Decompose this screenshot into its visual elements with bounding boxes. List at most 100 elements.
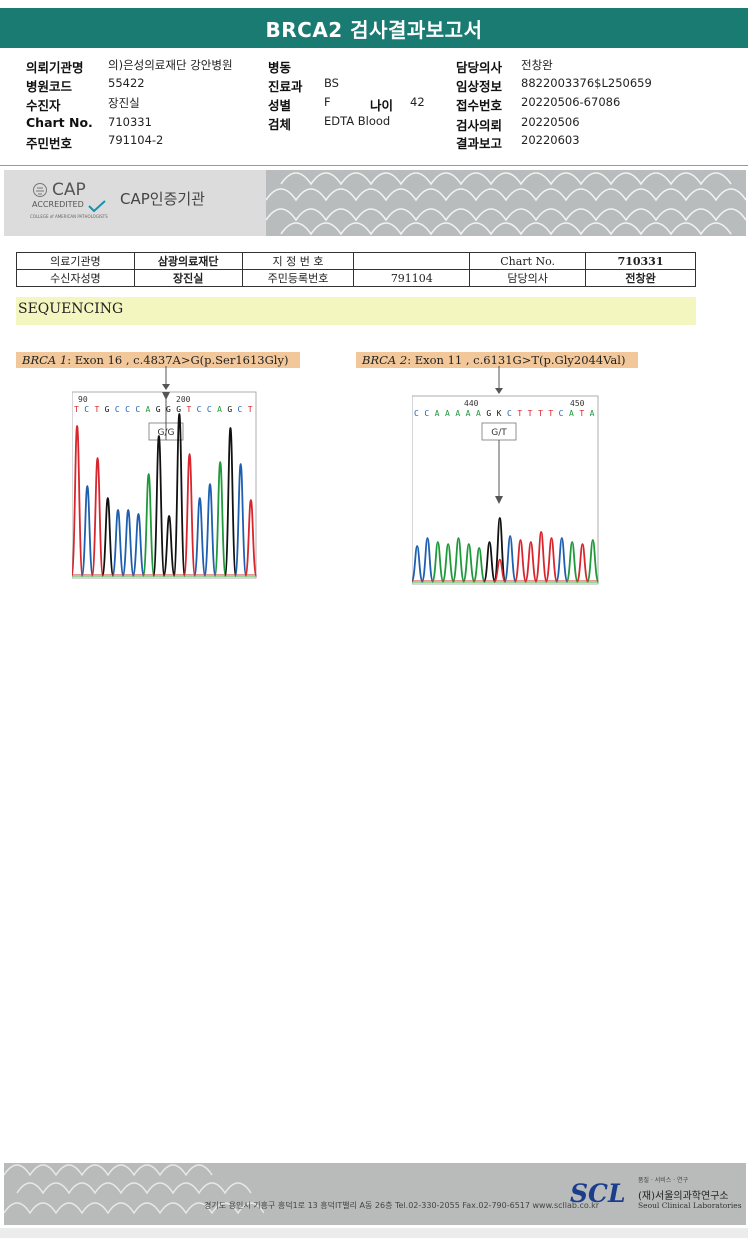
chromatogram-peak bbox=[244, 499, 258, 577]
table-cell: 수신자성명 bbox=[16, 269, 135, 287]
base-call: G bbox=[176, 405, 181, 414]
base-call: A bbox=[466, 409, 471, 418]
chromatogram-peak bbox=[131, 513, 145, 577]
table-cell bbox=[353, 252, 471, 270]
arrow-head-icon bbox=[495, 496, 503, 504]
sex-label: 성별 bbox=[268, 98, 292, 113]
age-label: 나이 bbox=[370, 98, 394, 113]
base-call: G bbox=[166, 405, 171, 414]
base-call: G bbox=[156, 405, 161, 414]
check-icon bbox=[88, 200, 106, 212]
cap-logo: CAP ACCREDITED COLLEGE of AMERICAN PATHO… bbox=[30, 178, 120, 226]
specimen-label: 검체 bbox=[268, 117, 292, 132]
chromatogram-peak bbox=[213, 461, 227, 577]
base-call: C bbox=[197, 405, 202, 414]
chromatogram-peak bbox=[111, 509, 125, 577]
clinical-label: 임상정보 bbox=[456, 79, 503, 94]
base-call: C bbox=[414, 409, 419, 418]
base-call: G bbox=[486, 409, 491, 418]
footer-org-en: Seoul Clinical Laboratories bbox=[638, 1201, 742, 1210]
chromatogram-peak bbox=[586, 539, 600, 583]
ward-label: 병동 bbox=[268, 60, 292, 75]
patient-info: 의뢰기관명 의)은성의료재단 강안병원 병원코드 55422 수진자 장진실 C… bbox=[0, 55, 748, 155]
base-call: G bbox=[105, 405, 110, 414]
clinical-value: 8822003376$L250659 bbox=[521, 76, 652, 90]
resident-value: 791104-2 bbox=[108, 133, 164, 147]
table-cell: 지 정 번 호 bbox=[241, 252, 355, 270]
chromatogram-peak bbox=[172, 413, 186, 577]
requested-label: 검사의뢰 bbox=[456, 118, 503, 133]
base-call: C bbox=[135, 405, 140, 414]
section-heading: SEQUENCING bbox=[16, 297, 696, 325]
patient-table: 의료기관명 삼광의료재단 지 정 번 호 Chart No. 710331 수신… bbox=[16, 252, 696, 287]
chromatogram-peak bbox=[544, 537, 559, 583]
chromatogram-peak bbox=[503, 535, 517, 583]
base-call: C bbox=[207, 405, 212, 414]
base-call: C bbox=[238, 405, 243, 414]
hospital-code-value: 55422 bbox=[108, 76, 145, 90]
dept-label: 진료과 bbox=[268, 79, 303, 94]
chromatogram-peak bbox=[451, 537, 466, 583]
reported-label: 결과보고 bbox=[456, 136, 503, 151]
table-cell: Chart No. bbox=[469, 252, 587, 270]
chromatogram-peak bbox=[412, 545, 424, 583]
base-call: T bbox=[94, 405, 99, 414]
table-cell: 담당의사 bbox=[469, 269, 587, 287]
chromatogram-peak bbox=[183, 453, 197, 577]
footer-tagline: 품질 · 서비스 · 연구 bbox=[638, 1177, 689, 1184]
institution-label: 의뢰기관명 bbox=[26, 60, 84, 75]
recipient-label: 수진자 bbox=[26, 98, 61, 113]
position-label: 440 bbox=[464, 399, 479, 408]
chromatogram-peak bbox=[534, 531, 548, 583]
table-cell: 주민등록번호 bbox=[241, 269, 355, 287]
base-call: A bbox=[435, 409, 440, 418]
chromatogram-peak bbox=[493, 517, 507, 583]
chromatogram-peak bbox=[493, 558, 507, 583]
genotype-label: G/T bbox=[491, 428, 507, 438]
doctor-value: 전창완 bbox=[521, 58, 553, 72]
receipt-value: 20220506-67086 bbox=[521, 95, 621, 109]
chart-label: Chart No. bbox=[26, 115, 93, 130]
base-call: C bbox=[424, 409, 429, 418]
arrow-head-icon bbox=[162, 384, 170, 390]
arrow-head-icon bbox=[495, 388, 503, 394]
reported-value: 20220603 bbox=[521, 133, 580, 147]
gene-name: BRCA 2 bbox=[362, 353, 408, 367]
chromatogram-peak bbox=[223, 427, 237, 577]
chromatogram-peak bbox=[575, 543, 590, 583]
cap-college: COLLEGE of AMERICAN PATHOLOGISTS bbox=[30, 214, 108, 219]
table-row: 수신자성명 장진실 주민등록번호 791104 담당의사 전창완 bbox=[16, 269, 696, 287]
base-call: G bbox=[227, 405, 232, 414]
sex-value: F bbox=[324, 95, 331, 109]
table-cell: 710331 bbox=[585, 252, 696, 270]
recipient-value: 장진실 bbox=[108, 96, 140, 110]
variant-desc: : Exon 11 , c.6131G>T(p.Gly2044Val) bbox=[407, 353, 626, 367]
dept-value: BS bbox=[324, 76, 339, 90]
table-cell: 장진실 bbox=[133, 269, 243, 287]
cap-banner: CAP ACCREDITED COLLEGE of AMERICAN PATHO… bbox=[4, 170, 746, 236]
base-call: C bbox=[84, 405, 89, 414]
chromatogram-peak bbox=[565, 541, 579, 583]
chromatogram-peak bbox=[513, 539, 528, 583]
base-call: A bbox=[569, 409, 574, 418]
chromatogram-peak bbox=[441, 543, 455, 583]
chromatogram-peak bbox=[193, 497, 207, 577]
footer-pattern bbox=[4, 1164, 264, 1215]
cap-accredited: ACCREDITED bbox=[32, 200, 84, 209]
hospital-code-label: 병원코드 bbox=[26, 79, 73, 94]
chromatogram-peak bbox=[72, 425, 84, 577]
chromatogram-peak bbox=[152, 435, 166, 577]
requested-value: 20220506 bbox=[521, 115, 580, 129]
base-call: A bbox=[217, 405, 222, 414]
table-cell: 삼광의료재단 bbox=[133, 252, 243, 270]
table-cell: 전창완 bbox=[585, 269, 696, 287]
base-call: T bbox=[548, 409, 553, 418]
chromatogram-peak bbox=[101, 497, 115, 577]
chromatogram-peak bbox=[431, 541, 445, 583]
footer-address: 경기도 용인시 기흥구 흥덕1로 13 흥덕IT밸리 A동 26층 Tel.02… bbox=[204, 1201, 600, 1210]
cap-emblem-icon bbox=[33, 183, 47, 197]
base-call: C bbox=[115, 405, 120, 414]
base-call: A bbox=[445, 409, 450, 418]
report-title: BRCA2 검사결과보고서 bbox=[0, 8, 748, 48]
